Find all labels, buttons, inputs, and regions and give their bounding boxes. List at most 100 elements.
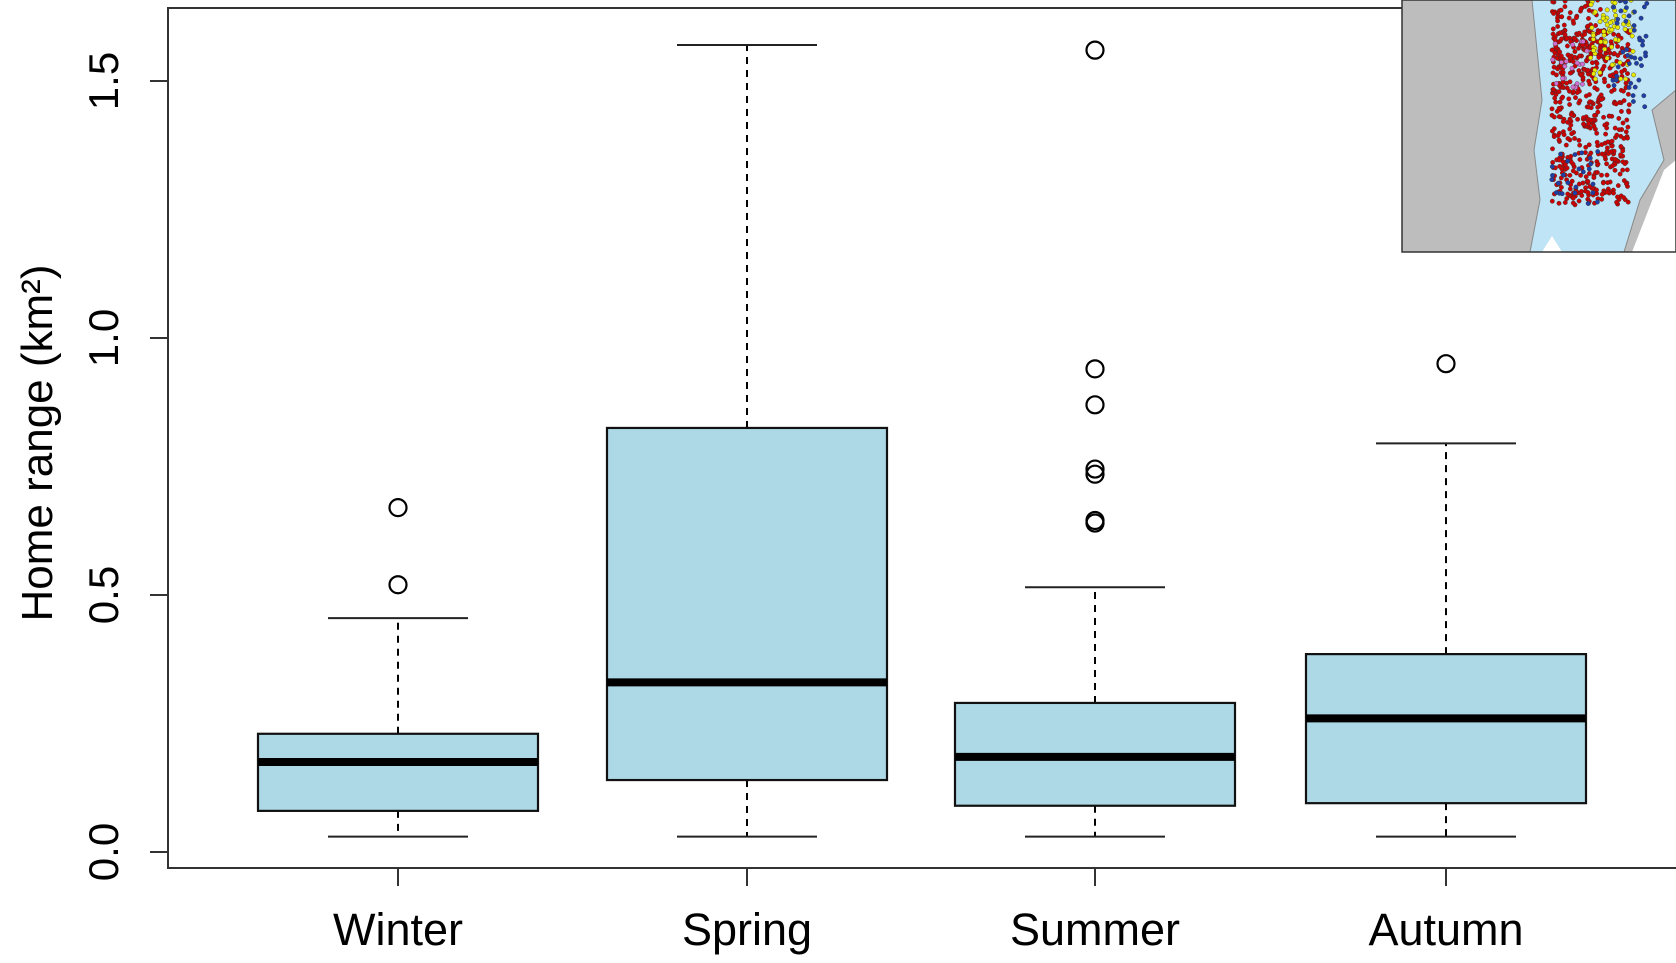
inset-location-point xyxy=(1565,191,1571,197)
inset-location-point xyxy=(1612,156,1618,162)
inset-location-point xyxy=(1625,124,1631,130)
inset-location-point xyxy=(1600,15,1606,21)
inset-location-point xyxy=(1559,53,1564,59)
inset-location-point xyxy=(1570,42,1576,48)
inset-location-point xyxy=(1565,136,1571,141)
inset-location-point xyxy=(1613,101,1619,107)
inset-location-point xyxy=(1604,172,1610,178)
inset-location-point xyxy=(1550,159,1556,165)
inset-location-point xyxy=(1552,50,1558,56)
inset-location-point xyxy=(1577,157,1583,162)
inset-location-point xyxy=(1567,186,1573,192)
inset-location-point xyxy=(1618,76,1624,82)
inset-location-point xyxy=(1552,95,1558,101)
iqr-box xyxy=(605,426,889,782)
inset-location-point xyxy=(1560,76,1566,81)
inset-location-point xyxy=(1642,104,1648,110)
inset-location-point xyxy=(1620,167,1626,173)
inset-location-point xyxy=(1551,114,1557,120)
inset-location-point xyxy=(1625,199,1631,205)
inset-location-point xyxy=(1567,116,1573,122)
inset-location-point xyxy=(1611,190,1616,196)
inset-location-point xyxy=(1618,8,1624,14)
inset-location-point xyxy=(1618,133,1624,139)
inset-location-point xyxy=(1581,115,1586,121)
inset-location-point xyxy=(1580,39,1586,44)
inset-location-point xyxy=(1582,4,1588,9)
inset-location-point xyxy=(1566,96,1572,102)
inset-location-point xyxy=(1615,64,1621,70)
inset-location-point xyxy=(1592,9,1598,15)
inset-location-point xyxy=(1617,171,1623,177)
inset-location-point xyxy=(1601,114,1607,120)
inset-location-point xyxy=(1613,12,1619,18)
inset-location-point xyxy=(1576,198,1582,204)
inset-location-point xyxy=(1605,180,1611,186)
inset-location-point xyxy=(1598,39,1604,45)
inset-location-point xyxy=(1586,166,1592,172)
inset-location-point xyxy=(1631,23,1637,28)
inset-location-point xyxy=(1615,44,1621,49)
inset-location-point xyxy=(1599,196,1605,202)
inset-location-point xyxy=(1549,47,1555,53)
inset-location-point xyxy=(1598,92,1604,98)
inset-location-point xyxy=(1580,81,1585,87)
inset-location-point xyxy=(1622,26,1628,32)
outlier-point xyxy=(1085,359,1105,379)
inset-location-point xyxy=(1595,109,1601,115)
inset-location-point xyxy=(1572,135,1578,141)
plot-frame xyxy=(167,7,1676,869)
inset-location-point xyxy=(1593,76,1598,82)
y-axis-title: Home range (km²) xyxy=(13,265,62,622)
inset-location-point xyxy=(1570,18,1576,24)
inset-location-point xyxy=(1570,168,1576,174)
inset-location-point xyxy=(1619,109,1624,114)
inset-location-point xyxy=(1599,191,1605,197)
inset-location-point xyxy=(1632,84,1638,90)
inset-location-point xyxy=(1575,116,1581,122)
inset-location-point xyxy=(1634,60,1639,66)
inset-location-point xyxy=(1616,116,1622,121)
inset-location-point xyxy=(1576,137,1582,143)
inset-location-point xyxy=(1560,70,1566,75)
inset-location-point xyxy=(1563,142,1569,148)
inset-location-point xyxy=(1550,146,1555,152)
inset-location-point xyxy=(1579,150,1585,156)
inset-location-point xyxy=(1641,93,1647,99)
inset-location-point xyxy=(1556,137,1562,143)
inset-location-point xyxy=(1611,31,1617,37)
inset-location-point xyxy=(1587,155,1593,161)
inset-location-point xyxy=(1556,89,1562,95)
inset-location-point xyxy=(1609,89,1615,94)
inset-location-point xyxy=(1605,145,1610,151)
inset-location-point xyxy=(1643,53,1649,59)
inset-location-point xyxy=(1600,180,1606,186)
inset-location-point xyxy=(1602,46,1608,52)
inset-location-point xyxy=(1590,190,1596,196)
inset-location-point xyxy=(1612,0,1618,6)
inset-location-point xyxy=(1614,199,1620,205)
inset-location-point xyxy=(1625,135,1630,141)
inset-location-point xyxy=(1560,119,1566,125)
inset-location-point xyxy=(1555,18,1561,24)
inset-location-point xyxy=(1621,13,1627,19)
inset-location-point xyxy=(1597,103,1603,108)
inset-location-point xyxy=(1603,131,1609,137)
inset-location-point xyxy=(1568,112,1574,117)
inset-location-point xyxy=(1594,87,1600,92)
inset-location-point xyxy=(1562,63,1568,69)
inset-location-point xyxy=(1591,48,1596,53)
inset-location-point xyxy=(1569,65,1575,71)
inset-location-point xyxy=(1585,201,1591,206)
inset-location-point xyxy=(1585,189,1591,195)
inset-location-point xyxy=(1608,149,1614,155)
outlier-point xyxy=(1085,395,1105,415)
inset-location-point xyxy=(1628,80,1634,86)
inset-location-point xyxy=(1615,183,1621,189)
inset-location-point xyxy=(1580,169,1586,175)
inset-location-point xyxy=(1552,41,1558,47)
inset-location-point xyxy=(1558,7,1564,13)
inset-border xyxy=(1401,0,1676,253)
inset-location-point xyxy=(1590,32,1596,38)
inset-location-point xyxy=(1608,20,1613,25)
